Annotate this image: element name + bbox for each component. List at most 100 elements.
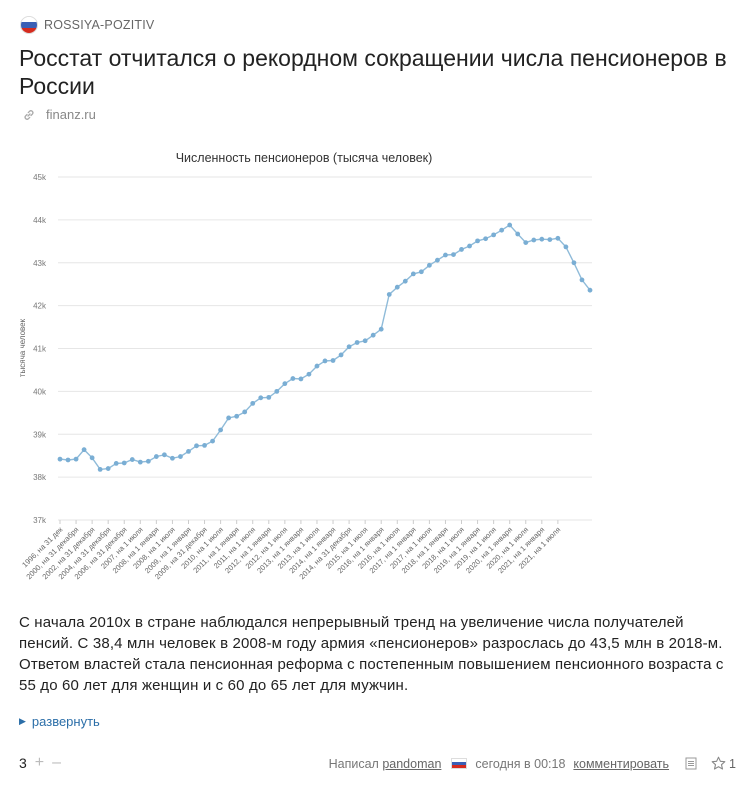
data-point — [386, 292, 392, 297]
data-point — [378, 326, 384, 332]
data-point — [153, 454, 159, 459]
vote-controls: 3 + – — [19, 754, 69, 772]
data-point — [467, 243, 472, 249]
data-point — [57, 456, 63, 462]
data-point — [475, 238, 480, 244]
author-prefix: Написал — [328, 756, 379, 771]
data-point — [145, 458, 151, 464]
y-tick-label: 40k — [33, 387, 47, 396]
expand-button[interactable]: ▶ развернуть — [19, 714, 100, 729]
chart-container: Численность пенсионеров (тысяча человек)… — [0, 140, 752, 581]
data-point — [226, 415, 232, 421]
data-point — [354, 340, 360, 345]
post-paragraph: С начала 2010х в стране наблюдался непре… — [19, 614, 723, 652]
data-point — [370, 332, 376, 338]
data-point — [563, 244, 569, 250]
data-point — [571, 260, 577, 266]
chart-grid — [58, 176, 592, 521]
pensioners-chart: Численность пенсионеров (тысяча человек)… — [18, 151, 593, 581]
comments-icon[interactable] — [685, 757, 697, 770]
data-point — [210, 438, 215, 444]
post-title[interactable]: Росстат отчитался о рекордном сокращении… — [19, 45, 727, 99]
data-point — [218, 427, 224, 433]
data-point — [73, 456, 79, 462]
source-link[interactable]: finanz.ru — [46, 107, 96, 122]
data-point — [202, 442, 207, 448]
chart-series — [57, 222, 593, 472]
data-point — [410, 271, 416, 277]
y-tick-label: 41k — [33, 345, 47, 354]
data-point — [515, 231, 521, 237]
data-point — [186, 449, 191, 454]
data-point — [242, 409, 248, 415]
data-point — [65, 457, 71, 463]
data-point — [250, 400, 256, 406]
data-point — [539, 236, 545, 242]
data-point — [322, 358, 328, 364]
chart-y-ticks: 37k 38k 39k 40k 41k 42k 43k 44k 45k — [33, 173, 47, 525]
data-point — [274, 388, 280, 394]
data-point — [330, 358, 336, 363]
data-point — [459, 247, 464, 252]
series-line — [59, 224, 591, 471]
data-point — [491, 232, 497, 238]
data-point — [89, 455, 95, 461]
post-footer: 3 + – Написал pandoman сегодня в 00:18 к… — [0, 754, 752, 776]
data-point — [258, 395, 264, 401]
data-point — [418, 269, 424, 275]
community-name[interactable]: ROSSIYA-POZITIV — [44, 18, 155, 32]
bookmark-count: 1 — [729, 756, 736, 771]
data-point — [579, 277, 585, 283]
link-icon — [22, 108, 36, 122]
data-point — [587, 287, 593, 293]
chart-title: Численность пенсионеров (тысяча человек) — [176, 151, 433, 165]
bookmark-button[interactable]: 1 — [711, 756, 736, 771]
post-time[interactable]: сегодня в 00:18 — [475, 756, 566, 771]
data-point — [402, 278, 408, 284]
data-point — [298, 376, 304, 382]
community-flag-icon — [20, 16, 38, 34]
data-point — [547, 237, 553, 242]
comment-link[interactable]: комментировать — [573, 756, 670, 771]
data-point — [129, 457, 135, 462]
data-point — [346, 344, 352, 350]
vote-down-button[interactable]: – — [52, 754, 62, 771]
data-point — [234, 413, 240, 419]
data-point — [194, 443, 199, 449]
data-point — [121, 460, 127, 466]
data-point — [499, 227, 505, 233]
y-tick-label: 37k — [33, 516, 47, 525]
expand-triangle-icon: ▶ — [19, 716, 26, 726]
data-point — [507, 222, 513, 228]
y-tick-label: 38k — [33, 473, 47, 482]
data-point — [137, 459, 143, 465]
star-icon — [711, 756, 726, 770]
data-point — [523, 240, 529, 245]
data-point — [314, 363, 320, 369]
post-source[interactable]: finanz.ru — [22, 107, 96, 122]
data-point — [266, 394, 272, 400]
y-tick-label: 39k — [33, 430, 47, 439]
author-link[interactable]: pandoman — [382, 756, 442, 771]
data-point — [443, 252, 448, 258]
y-tick-label: 44k — [33, 216, 47, 225]
data-point — [161, 452, 167, 458]
post-meta: Написал pandoman сегодня в 00:18 коммент… — [329, 756, 736, 771]
vote-up-button[interactable]: + — [34, 754, 45, 771]
y-tick-label: 42k — [33, 302, 47, 311]
data-point — [451, 252, 456, 258]
data-point — [435, 257, 440, 263]
author-flag-icon — [451, 758, 468, 769]
data-point — [338, 352, 344, 358]
chart-y-axis-label: тысяча человек — [18, 318, 27, 377]
data-point — [113, 461, 119, 466]
community-header[interactable]: ROSSIYA-POZITIV — [20, 14, 154, 36]
data-point — [105, 466, 111, 471]
post-score: 3 — [19, 755, 27, 771]
data-point — [282, 381, 288, 387]
data-point — [426, 262, 432, 268]
data-point — [170, 455, 175, 461]
post-body: С начала 2010х в стране наблюдался непре… — [19, 612, 729, 696]
data-point — [290, 376, 296, 381]
